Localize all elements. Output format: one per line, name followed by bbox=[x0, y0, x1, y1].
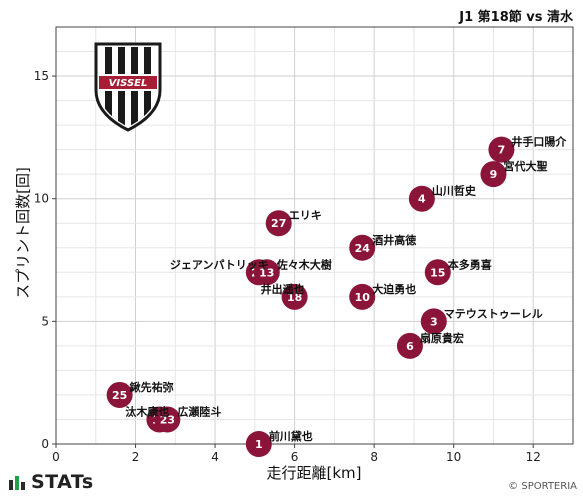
point-number: 18 bbox=[287, 291, 302, 304]
data-point: 9 bbox=[480, 161, 507, 188]
point-marker bbox=[349, 283, 376, 310]
point-number: 23 bbox=[160, 413, 175, 426]
point-name: 本多勇喜 bbox=[448, 257, 492, 271]
stats-bars-icon bbox=[9, 476, 25, 490]
point-marker bbox=[106, 381, 133, 408]
point-name: 汰木康也 bbox=[125, 404, 169, 418]
point-name: 大迫勇也 bbox=[372, 282, 416, 296]
point-number: 27 bbox=[271, 217, 286, 230]
data-point: 23 bbox=[154, 406, 181, 433]
point-marker bbox=[245, 431, 272, 457]
data-point: 1 bbox=[245, 431, 272, 457]
x-tick-label: 8 bbox=[370, 450, 378, 464]
y-tick-label: 0 bbox=[41, 437, 49, 451]
point-name: 井出遥也 bbox=[261, 282, 305, 296]
point-marker bbox=[154, 406, 181, 433]
point-name: ジェアンパトリッキ bbox=[170, 258, 269, 271]
y-tick-label: 5 bbox=[41, 314, 49, 328]
point-name: エリキ bbox=[289, 209, 322, 222]
point-name: 佐々木大樹 bbox=[276, 257, 332, 271]
data-point: 6 bbox=[396, 332, 423, 359]
point-number: 7 bbox=[498, 144, 506, 157]
point-marker bbox=[253, 259, 280, 286]
data-point: 10 bbox=[349, 283, 376, 310]
point-marker bbox=[408, 185, 435, 212]
point-marker bbox=[420, 308, 447, 335]
point-marker bbox=[480, 161, 507, 188]
plot-frame bbox=[55, 26, 574, 445]
stats-logo: STATs bbox=[8, 471, 94, 493]
y-axis-label: スプリント回数[回] bbox=[14, 167, 32, 299]
point-number: 15 bbox=[430, 266, 445, 279]
point-name: 鍬先祐弥 bbox=[130, 380, 174, 394]
x-tick-label: 0 bbox=[52, 450, 60, 464]
point-marker bbox=[396, 332, 423, 359]
point-name: 山川哲史 bbox=[432, 184, 477, 198]
point-number: 6 bbox=[406, 340, 414, 353]
point-name: 宮代大聖 bbox=[503, 159, 547, 173]
x-tick-label: 2 bbox=[132, 450, 140, 464]
y-tick-label: 15 bbox=[34, 69, 49, 83]
point-name: 広瀬陸斗 bbox=[177, 404, 221, 418]
y-tick-label: 10 bbox=[34, 192, 49, 206]
x-tick-label: 10 bbox=[446, 450, 461, 464]
point-marker bbox=[281, 283, 308, 310]
data-point: 13 bbox=[253, 259, 280, 286]
point-marker bbox=[424, 259, 451, 286]
point-marker bbox=[349, 234, 376, 261]
data-point: 24 bbox=[349, 234, 376, 261]
point-number: 24 bbox=[355, 242, 371, 255]
point-marker bbox=[488, 136, 515, 163]
point-number: 13 bbox=[259, 266, 274, 279]
point-number: 25 bbox=[112, 389, 127, 402]
point-number: 3 bbox=[430, 315, 438, 328]
point-number: 4 bbox=[418, 193, 426, 206]
team-logo: VISSEL bbox=[94, 42, 162, 132]
point-marker bbox=[265, 210, 292, 237]
x-tick-label: 6 bbox=[291, 450, 299, 464]
x-tick-label: 4 bbox=[211, 450, 219, 464]
point-number: 10 bbox=[355, 291, 371, 304]
data-point: 4 bbox=[408, 185, 435, 212]
data-point: 3 bbox=[420, 308, 447, 335]
copyright: © SPORTERIA bbox=[508, 481, 577, 492]
stats-text: STATs bbox=[31, 471, 94, 493]
point-number: 1 bbox=[255, 438, 263, 451]
data-point: 25 bbox=[106, 381, 133, 408]
point-name: 酒井高徳 bbox=[372, 233, 416, 247]
team-logo-text: VISSEL bbox=[109, 78, 148, 89]
point-layer: 79427242013151810362512231井手口陽介宮代大聖山川哲史エ… bbox=[106, 135, 567, 457]
point-number: 9 bbox=[490, 168, 498, 181]
data-point: 15 bbox=[424, 259, 451, 286]
x-tick-label: 12 bbox=[526, 450, 541, 464]
x-axis-label: 走行距離[km] bbox=[266, 464, 362, 482]
point-name: 扇原貴宏 bbox=[420, 331, 464, 345]
match-title: J1 第18節 vs 清水 bbox=[459, 10, 573, 25]
point-name: マテウストゥーレル bbox=[444, 307, 543, 320]
data-point: 7 bbox=[488, 136, 515, 163]
point-name: 井手口陽介 bbox=[511, 135, 567, 149]
point-name: 前川黛也 bbox=[269, 429, 313, 443]
data-point: 18 bbox=[281, 283, 308, 310]
data-point: 27 bbox=[265, 210, 292, 237]
